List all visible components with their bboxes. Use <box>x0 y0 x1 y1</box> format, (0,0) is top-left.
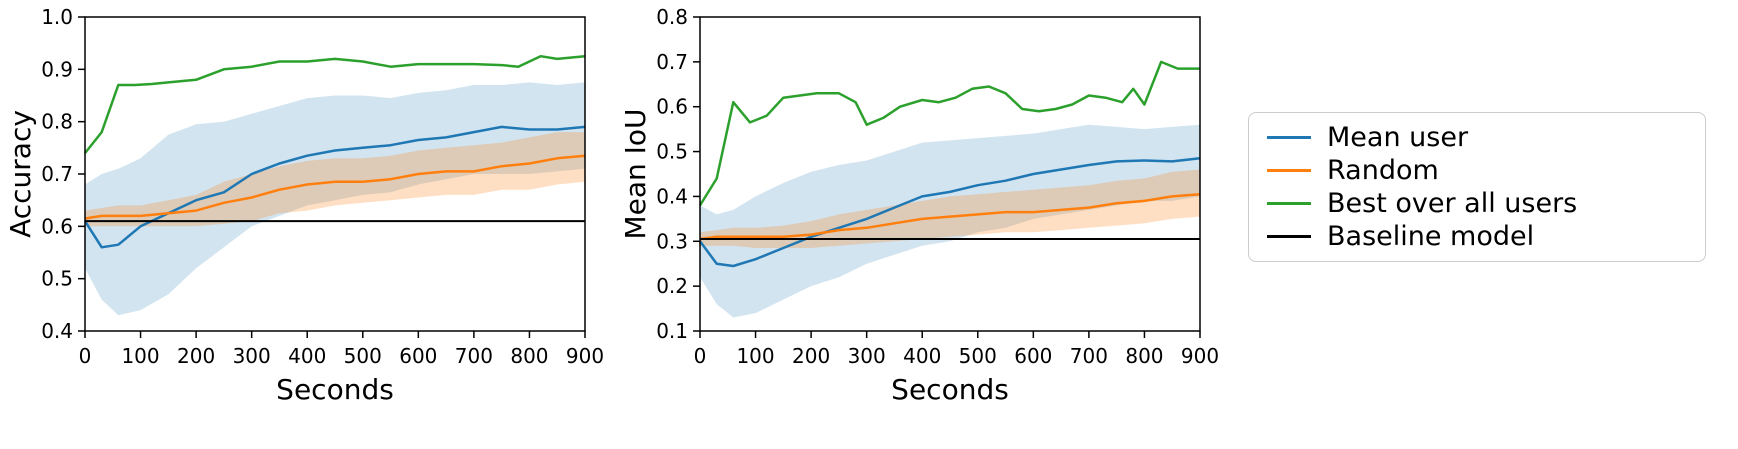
random-line <box>699 192 1201 241</box>
x-tick-label: 200 <box>792 344 830 368</box>
x-tick-label: 900 <box>1181 344 1219 368</box>
y-tick-label: 0.2 <box>656 274 688 298</box>
mean-user-line <box>83 125 586 249</box>
best-over-all-users-line-swatch <box>1267 202 1311 205</box>
random-band <box>700 169 1200 248</box>
y-tick-label: 0.6 <box>41 214 73 238</box>
mean-user-line <box>698 157 1201 268</box>
legend-label: Best over all users <box>1327 187 1578 219</box>
y-tick-label: 0.4 <box>41 319 73 343</box>
mean-user-band <box>700 124 1200 318</box>
legend: Mean user Random Best over all users Bas… <box>1248 112 1706 262</box>
x-axis-label: Seconds <box>891 373 1009 406</box>
x-tick-label: 300 <box>233 344 271 368</box>
x-tick-label: 700 <box>455 344 493 368</box>
y-tick-label: 0.8 <box>656 5 688 29</box>
y-axis-label: Accuracy <box>4 110 37 238</box>
x-tick-label: 0 <box>694 344 707 368</box>
x-tick-label: 600 <box>1014 344 1052 368</box>
legend-label: Random <box>1327 154 1439 186</box>
legend-item-baseline-model: Baseline model <box>1267 220 1687 252</box>
x-axis-label: Seconds <box>276 373 394 406</box>
x-tick-label: 400 <box>288 344 326 368</box>
x-tick-label: 500 <box>344 344 382 368</box>
y-tick-label: 0.5 <box>656 140 688 164</box>
legend-label: Baseline model <box>1327 220 1535 252</box>
x-tick-label: 800 <box>1125 344 1163 368</box>
x-tick-label: 400 <box>903 344 941 368</box>
y-tick-label: 0.4 <box>656 184 688 208</box>
y-tick-label: 0.3 <box>656 229 688 253</box>
baseline-model-line-swatch <box>1267 235 1311 238</box>
x-tick-label: 200 <box>177 344 215 368</box>
random-line-swatch <box>1267 169 1311 172</box>
x-tick-label: 900 <box>566 344 604 368</box>
y-tick-label: 0.7 <box>41 162 73 186</box>
y-tick-label: 0.6 <box>656 95 688 119</box>
y-tick-label: 0.8 <box>41 110 73 134</box>
legend-item-best-over-all-users: Best over all users <box>1267 187 1687 219</box>
y-tick-label: 0.1 <box>656 319 688 343</box>
x-tick-label: 600 <box>399 344 437 368</box>
x-tick-label: 800 <box>510 344 548 368</box>
legend-item-random: Random <box>1267 154 1687 186</box>
x-tick-label: 700 <box>1070 344 1108 368</box>
random-line <box>84 154 586 220</box>
y-tick-label: 0.7 <box>656 50 688 74</box>
y-tick-label: 0.9 <box>41 57 73 81</box>
x-tick-label: 100 <box>121 344 159 368</box>
best-over-all-users-line <box>698 60 1200 207</box>
mean-user-band <box>85 82 585 316</box>
legend-label: Mean user <box>1327 121 1469 153</box>
best-over-all-users-line <box>84 54 586 154</box>
y-axis-label: Mean IoU <box>619 108 652 239</box>
x-tick-label: 100 <box>736 344 774 368</box>
y-tick-label: 0.5 <box>41 267 73 291</box>
random-band <box>85 132 585 227</box>
x-tick-label: 0 <box>79 344 92 368</box>
y-tick-label: 1.0 <box>41 5 73 29</box>
mean-user-line-swatch <box>1267 136 1311 139</box>
legend-item-mean-user: Mean user <box>1267 121 1687 153</box>
mean-iou-chart: 0 100 200 300 400 500 600 700 800 900 0.1 0.2 0.3 0.4… <box>619 5 1219 406</box>
accuracy-chart: 0 100 200 300 400 500 600 700 800 900 0.4 0.5 0.6 0.7… <box>4 5 604 406</box>
plot-border <box>699 16 1201 332</box>
x-tick-label: 500 <box>959 344 997 368</box>
x-tick-label: 300 <box>848 344 886 368</box>
